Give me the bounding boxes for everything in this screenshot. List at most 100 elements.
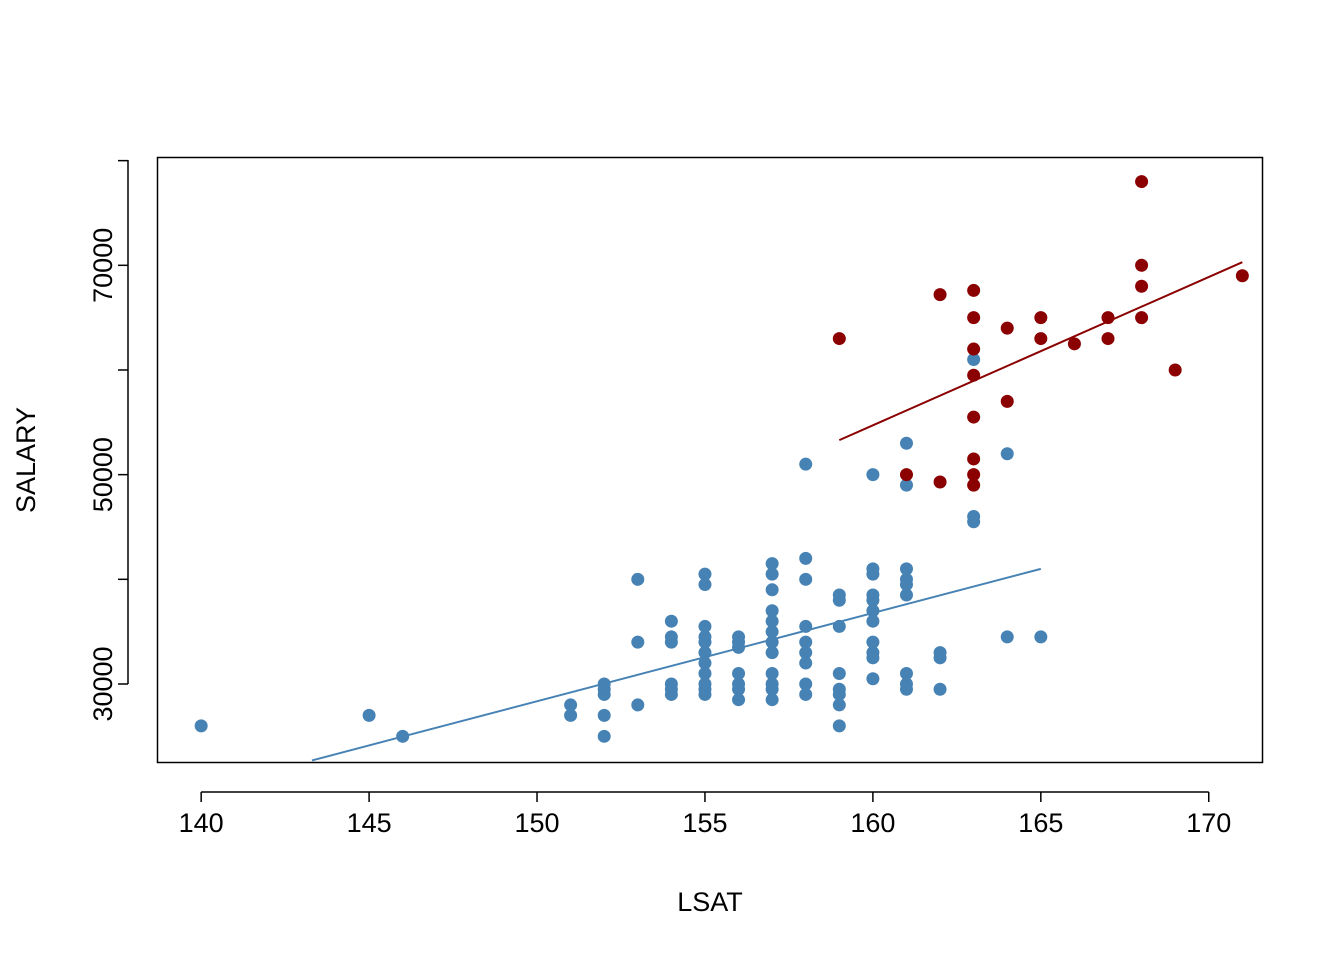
data-point (832, 619, 846, 633)
data-point (799, 551, 813, 565)
data-point (899, 677, 913, 691)
data-point (765, 583, 779, 597)
data-point (866, 672, 880, 686)
fit-lines (311, 261, 1243, 762)
data-point (899, 562, 913, 576)
data-point (1000, 394, 1014, 408)
data-point (866, 635, 880, 649)
data-point (799, 687, 813, 701)
data-point (967, 368, 981, 382)
data-point (698, 667, 712, 681)
data-point (899, 667, 913, 681)
data-point (765, 693, 779, 707)
data-point (866, 468, 880, 482)
data-point (698, 630, 712, 644)
data-point (899, 572, 913, 586)
data-point (967, 468, 981, 482)
data-point (1135, 279, 1149, 293)
data-point (832, 332, 846, 346)
data-point (866, 646, 880, 660)
data-point (799, 677, 813, 691)
data-point (866, 614, 880, 628)
data-point (631, 698, 645, 712)
data-point (1101, 311, 1115, 325)
data-point (362, 708, 376, 722)
y-axis-title: SALARY (11, 407, 41, 513)
data-point (664, 677, 678, 691)
data-point (799, 646, 813, 660)
data-point (732, 693, 746, 707)
data-point (1000, 447, 1014, 461)
data-point (765, 667, 779, 681)
data-point (799, 572, 813, 586)
data-point (698, 677, 712, 691)
data-point (933, 288, 947, 302)
data-point (1067, 337, 1081, 351)
data-point (967, 452, 981, 466)
data-point (967, 410, 981, 424)
regression-line (838, 261, 1243, 442)
data-point (1135, 311, 1149, 325)
x-tick-label: 170 (1186, 808, 1231, 838)
data-point (799, 457, 813, 471)
data-point (732, 630, 746, 644)
x-tick-label: 140 (179, 808, 224, 838)
data-point (396, 729, 410, 743)
data-point (765, 567, 779, 581)
y-tick-label: 50000 (88, 437, 118, 512)
x-tick-label: 145 (347, 808, 392, 838)
data-point (631, 572, 645, 586)
data-point (832, 682, 846, 696)
data-point (899, 468, 913, 482)
data-point (1034, 311, 1048, 325)
data-point (597, 708, 611, 722)
data-point (899, 436, 913, 450)
x-tick-label: 165 (1018, 808, 1063, 838)
data-point (899, 588, 913, 602)
data-point (564, 698, 578, 712)
data-point (1000, 630, 1014, 644)
data-point (1034, 332, 1048, 346)
x-tick-label: 150 (514, 808, 559, 838)
data-point (597, 729, 611, 743)
data-point (967, 283, 981, 297)
data-point (732, 677, 746, 691)
data-point (664, 614, 678, 628)
data-point (765, 646, 779, 660)
data-point (765, 625, 779, 639)
data-point (832, 588, 846, 602)
y-axis: 30000 50000 70000 (88, 159, 129, 722)
data-point (1235, 269, 1249, 283)
data-point (866, 562, 880, 576)
data-point (967, 311, 981, 325)
data-point (597, 677, 611, 691)
data-point (698, 578, 712, 592)
data-points (194, 175, 1249, 743)
data-point (967, 342, 981, 356)
data-point (799, 656, 813, 670)
data-point (967, 510, 981, 524)
plot-frame (156, 156, 1264, 764)
y-tick-label: 30000 (88, 646, 118, 721)
data-point (698, 656, 712, 670)
data-point (967, 478, 981, 492)
data-point (765, 635, 779, 649)
data-point (832, 698, 846, 712)
x-axis-title: LSAT (677, 887, 743, 917)
x-tick-label: 155 (682, 808, 727, 838)
data-point (1135, 175, 1149, 189)
data-point (866, 604, 880, 618)
data-point (799, 635, 813, 649)
data-point (933, 475, 947, 489)
data-point (664, 630, 678, 644)
data-point (765, 604, 779, 618)
data-point (933, 646, 947, 660)
data-point (1101, 332, 1115, 346)
data-point (765, 557, 779, 571)
data-point (732, 667, 746, 681)
data-point (194, 719, 208, 733)
data-point (1034, 630, 1048, 644)
data-point (899, 478, 913, 492)
data-point (698, 646, 712, 660)
